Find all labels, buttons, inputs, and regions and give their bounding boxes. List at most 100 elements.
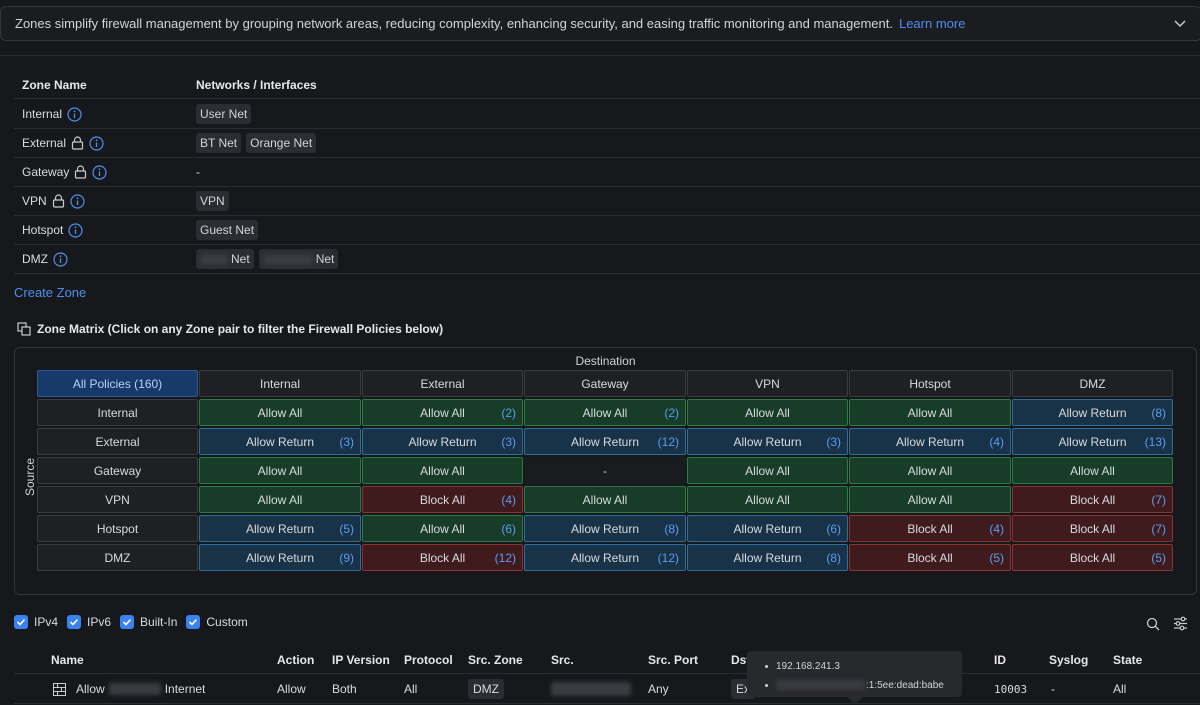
- learn-more-link[interactable]: Learn more: [898, 16, 966, 31]
- col-src-port[interactable]: Src. Port: [648, 652, 699, 667]
- policy-count: (4): [501, 492, 516, 507]
- zone-pair-cell[interactable]: Allow Return (3): [362, 428, 523, 455]
- zone-pair-cell[interactable]: Allow All: [362, 457, 523, 484]
- row-src-port: Any: [648, 682, 669, 696]
- col-protocol[interactable]: Protocol: [404, 652, 453, 667]
- col-state[interactable]: State: [1113, 652, 1143, 667]
- zone-pair-cell[interactable]: Allow All (6): [362, 515, 523, 542]
- zone-pair-cell[interactable]: Allow All: [199, 486, 361, 513]
- redacted-text: [200, 254, 228, 266]
- redacted-text: [108, 683, 161, 695]
- policy-count: (13): [1144, 434, 1166, 449]
- zone-pair-cell[interactable]: Block All (4): [362, 486, 523, 513]
- matrix-col-internal: Internal: [199, 370, 361, 397]
- zone-row-hotspot[interactable]: Hotspot Guest Net: [14, 216, 1200, 245]
- chevron-down-icon[interactable]: [1173, 16, 1187, 30]
- row-src-zone: DMZ: [468, 679, 504, 699]
- filter-label: IPv4: [34, 615, 59, 629]
- zone-pair-cell[interactable]: Allow All: [524, 486, 686, 513]
- col-dst[interactable]: Dst: [731, 652, 751, 667]
- zone-pair-cell[interactable]: Allow Return (6): [687, 515, 848, 542]
- zone-pair-cell[interactable]: Allow Return (12): [524, 428, 686, 455]
- col-action[interactable]: Action: [277, 652, 315, 667]
- zone-pair-cell[interactable]: Allow Return (8): [687, 544, 848, 571]
- zone-pair-cell[interactable]: Block All (4): [849, 515, 1011, 542]
- checkbox-checked-icon[interactable]: [67, 615, 82, 629]
- col-name[interactable]: Name: [51, 652, 84, 667]
- zone-pair-cell[interactable]: Allow Return (9): [199, 544, 361, 571]
- info-icon[interactable]: [68, 222, 83, 238]
- checkbox-checked-icon[interactable]: [120, 615, 135, 629]
- col-syslog[interactable]: Syslog: [1049, 652, 1089, 667]
- redacted-source: [551, 682, 631, 696]
- info-icon[interactable]: [67, 106, 82, 122]
- zone-pair-cell-label: Allow Return: [245, 550, 315, 565]
- zone-pair-cell[interactable]: Allow Return (3): [687, 428, 848, 455]
- zone-row-internal[interactable]: Internal User Net: [14, 100, 1200, 129]
- zone-pair-cell[interactable]: Allow Return (12): [524, 544, 686, 571]
- zone-pair-cell[interactable]: Block All (5): [1012, 544, 1173, 571]
- zone-pair-cell[interactable]: Block All (5): [849, 544, 1011, 571]
- zone-pair-cell[interactable]: Allow Return (13): [1012, 428, 1173, 455]
- redacted-text: [262, 254, 313, 266]
- info-icon[interactable]: [53, 251, 68, 267]
- zone-pair-cell[interactable]: Allow All: [199, 399, 361, 426]
- zone-pair-cell[interactable]: Block All (7): [1012, 515, 1173, 542]
- zone-row-vpn[interactable]: VPN VPN: [14, 187, 1200, 216]
- zone-pair-cell[interactable]: Allow All: [1012, 457, 1173, 484]
- zone-pair-cell-label: Allow All: [1070, 463, 1115, 478]
- zone-pair-cell[interactable]: Allow All: [849, 457, 1011, 484]
- zone-pair-cell[interactable]: Allow Return (5): [199, 515, 361, 542]
- networks-cell: Net Net: [196, 249, 339, 269]
- zone-pair-cell[interactable]: Allow All: [849, 399, 1011, 426]
- info-icon[interactable]: [92, 164, 107, 180]
- zone-name-cell: DMZ: [14, 251, 196, 267]
- zone-pair-cell[interactable]: Allow Return (8): [1012, 399, 1173, 426]
- zone-pair-cell[interactable]: Allow Return (4): [849, 428, 1011, 455]
- zone-pair-cell[interactable]: Block All (12): [362, 544, 523, 571]
- lock-icon: [75, 165, 87, 179]
- zone-pair-cell[interactable]: Allow Return (8): [524, 515, 686, 542]
- zone-pair-cell[interactable]: Allow All: [687, 457, 848, 484]
- info-icon[interactable]: [89, 135, 104, 151]
- networks-cell: BT Net Orange Net: [196, 133, 317, 153]
- filter-ipv4[interactable]: IPv4: [14, 615, 58, 629]
- filter-ipv6[interactable]: IPv6: [67, 615, 111, 629]
- zone-row-external[interactable]: External BT Net Orange Net: [14, 129, 1200, 158]
- checkbox-checked-icon[interactable]: [186, 615, 201, 629]
- col-ip-version[interactable]: IP Version: [332, 652, 390, 667]
- info-banner[interactable]: Zones simplify firewall management by gr…: [0, 6, 1200, 41]
- policy-count: (4): [989, 434, 1004, 449]
- zone-row-dmz[interactable]: DMZ Net Net: [14, 245, 1200, 274]
- checkbox-checked-icon[interactable]: [14, 615, 28, 629]
- lock-icon: [71, 136, 84, 150]
- zone-pair-cell[interactable]: Allow All (2): [362, 399, 523, 426]
- zone-pair-cell[interactable]: Allow All: [199, 457, 361, 484]
- zone-pair-cell[interactable]: Block All (7): [1012, 486, 1173, 513]
- zone-pair-cell-label: Allow All: [420, 521, 465, 536]
- zone-row-gateway[interactable]: Gateway -: [14, 158, 1200, 187]
- info-icon[interactable]: [70, 193, 85, 209]
- col-id[interactable]: ID: [994, 652, 1006, 667]
- zone-pair-cell[interactable]: Allow All: [849, 486, 1011, 513]
- zone-pair-cell-label: Allow All: [257, 492, 303, 507]
- create-zone-link[interactable]: Create Zone: [14, 285, 87, 300]
- col-src-zone[interactable]: Src. Zone: [468, 652, 523, 667]
- filter-custom[interactable]: Custom: [186, 615, 248, 629]
- all-policies-button-label: All Policies (160): [72, 376, 163, 391]
- zone-pair-cell-label: Allow Return: [570, 521, 640, 536]
- matrix-row-external: External: [37, 428, 198, 455]
- zone-pair-cell[interactable]: Allow Return (3): [199, 428, 361, 455]
- zone-pair-cell-label: Allow All: [420, 463, 465, 478]
- tune-settings-icon[interactable]: [1173, 616, 1188, 631]
- zone-pair-cell[interactable]: Allow All (2): [524, 399, 686, 426]
- zone-pair-cell[interactable]: Allow All: [687, 399, 848, 426]
- col-src[interactable]: Src.: [551, 652, 574, 667]
- policy-count: (12): [657, 434, 679, 449]
- search-icon[interactable]: [1146, 617, 1160, 631]
- zone-pair-cell[interactable]: Allow All: [687, 486, 848, 513]
- filter-built-in[interactable]: Built-In: [120, 615, 177, 629]
- table-row[interactable]: Allow Internet Allow Both All DMZ Any Ex…: [14, 675, 1200, 704]
- matrix-row-dmz: DMZ: [37, 544, 198, 571]
- all-policies-button[interactable]: All Policies (160): [37, 370, 198, 397]
